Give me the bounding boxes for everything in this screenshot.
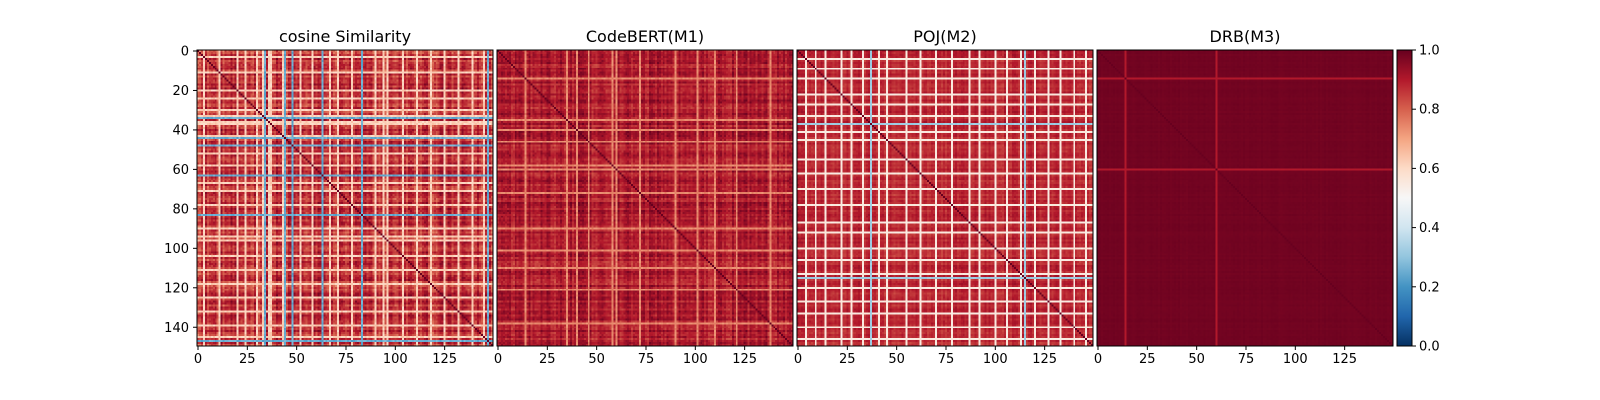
colorbar-tick-label: 0.8	[1419, 103, 1440, 118]
heatmap-panel-3: POJ(M2) 0 25 50 75 100 125	[794, 27, 1094, 367]
heatmap-frame	[196, 49, 494, 347]
colorbar-tick-label: 0.6	[1419, 162, 1440, 177]
x-tick-label: 25	[239, 352, 256, 367]
heatmap-panel-1: cosine Similarity 0 25 50 75 100 125 0 20 40 60 80 1…	[164, 27, 494, 367]
y-tick-label: 60	[172, 163, 189, 178]
x-tick-label: 25	[1139, 352, 1156, 367]
x-tick-label: 50	[588, 352, 605, 367]
colorbar-tick-label: 0.2	[1419, 280, 1440, 295]
colorbar-tick-label: 1.0	[1419, 44, 1440, 59]
x-tick-label: 125	[432, 352, 457, 367]
colorbar: 0.0 0.2 0.4 0.6 0.8 1.0	[1396, 44, 1440, 355]
y-tick-label: 0	[181, 44, 189, 59]
x-tick-label: 100	[383, 352, 408, 367]
y-tick-label: 40	[172, 123, 189, 138]
colorbar-gradient	[1396, 49, 1413, 347]
panel-title: cosine Similarity	[279, 27, 411, 46]
y-tick-label: 80	[172, 202, 189, 217]
heatmap-frame	[496, 49, 794, 347]
x-tick-label: 50	[1188, 352, 1205, 367]
x-tick-label: 0	[494, 352, 502, 367]
panel-title: CodeBERT(M1)	[586, 27, 704, 46]
x-tick-label: 125	[732, 352, 757, 367]
heatmap-cells	[797, 50, 1093, 346]
panel-title: POJ(M2)	[913, 27, 976, 46]
x-tick-label: 125	[1032, 352, 1057, 367]
x-tick-label: 100	[683, 352, 708, 367]
x-tick-label: 75	[638, 352, 655, 367]
x-tick-label: 100	[983, 352, 1008, 367]
y-tick-label: 100	[164, 242, 189, 257]
x-tick-label: 50	[288, 352, 305, 367]
x-tick-label: 75	[1238, 352, 1255, 367]
heatmap-panel-4: DRB(M3) 0 25 50 75 100 125	[1094, 27, 1394, 367]
heatmap-cells	[497, 50, 793, 346]
x-tick-label: 75	[938, 352, 955, 367]
x-tick-label: 0	[794, 352, 802, 367]
x-tick-label: 25	[539, 352, 556, 367]
x-tick-label: 50	[888, 352, 905, 367]
heatmap-panel-2: CodeBERT(M1) 0 25 50 75 100 125	[494, 27, 794, 367]
x-tick-label: 75	[338, 352, 355, 367]
y-tick-label: 20	[172, 84, 189, 99]
heatmap-frame	[1096, 49, 1394, 347]
heatmap-cells	[197, 50, 493, 346]
x-tick-label: 25	[839, 352, 856, 367]
heatmap-frame	[796, 49, 1094, 347]
x-tick-label: 100	[1283, 352, 1308, 367]
colorbar-tick-label: 0.4	[1419, 221, 1440, 236]
y-tick-label: 120	[164, 281, 189, 296]
x-tick-label: 0	[1094, 352, 1102, 367]
heatmap-cells	[1097, 50, 1393, 346]
panel-title: DRB(M3)	[1210, 27, 1281, 46]
y-tick-label: 140	[164, 321, 189, 336]
colorbar-tick-label: 0.0	[1419, 340, 1440, 355]
x-tick-label: 125	[1332, 352, 1357, 367]
x-tick-label: 0	[194, 352, 202, 367]
